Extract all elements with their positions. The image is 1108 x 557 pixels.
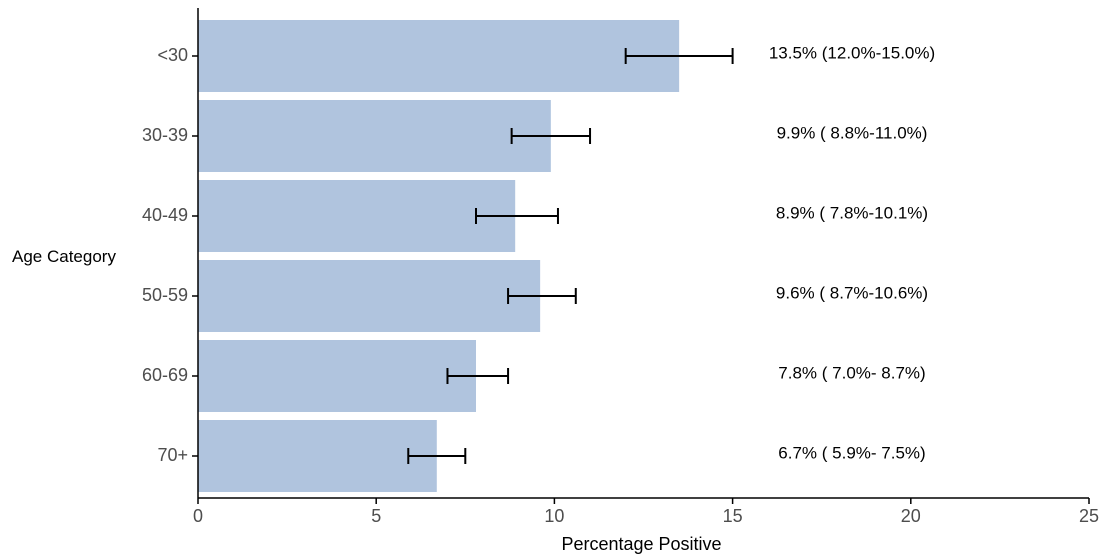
y-tick-label-4: 60-69 <box>142 365 188 385</box>
y-tick-label-3: 50-59 <box>142 285 188 305</box>
y-tick-label-5: 70+ <box>157 445 188 465</box>
y-ticks-layer: <30 30-39 40-49 50-59 60-69 70+ <box>142 45 198 465</box>
data-label-1: 9.9% ( 8.8%-11.0%) <box>777 123 928 142</box>
y-tick-label-2: 40-49 <box>142 205 188 225</box>
data-label-2: 8.9% ( 7.8%-10.1%) <box>776 203 928 222</box>
x-ticks-layer: 0 5 10 15 20 25 <box>193 498 1099 526</box>
errorbar-2 <box>474 208 559 224</box>
y-axis-title: Age Category <box>12 247 116 266</box>
errorbar-4 <box>446 368 510 384</box>
data-label-5: 6.7% ( 5.9%- 7.5%) <box>778 443 925 462</box>
y-tick-label-0: <30 <box>157 45 188 65</box>
bar-4 <box>198 340 476 412</box>
annotations-layer: 13.5% (12.0%-15.0%) 9.9% ( 8.8%-11.0%) 8.9… <box>769 43 935 462</box>
x-tick-label-3: 15 <box>723 506 743 526</box>
errorbar-3 <box>507 288 577 304</box>
bar-5 <box>198 420 437 492</box>
y-tick-label-1: 30-39 <box>142 125 188 145</box>
errorbars-layer <box>407 48 734 464</box>
bars-layer <box>198 20 680 492</box>
bar-1 <box>198 100 551 172</box>
data-label-4: 7.8% ( 7.0%- 8.7%) <box>778 363 925 382</box>
data-label-0: 13.5% (12.0%-15.0%) <box>769 43 935 62</box>
axes-layer <box>197 8 1089 499</box>
errorbar-0 <box>624 48 734 64</box>
x-tick-label-2: 10 <box>544 506 564 526</box>
x-tick-label-1: 5 <box>371 506 381 526</box>
bar-3 <box>198 260 541 332</box>
data-label-3: 9.6% ( 8.7%-10.6%) <box>776 283 928 302</box>
bar-2 <box>198 180 516 252</box>
x-axis-title: Percentage Positive <box>561 534 721 554</box>
x-tick-label-0: 0 <box>193 506 203 526</box>
errorbar-5 <box>407 448 467 464</box>
errorbar-1 <box>510 128 592 144</box>
x-tick-label-4: 20 <box>901 506 921 526</box>
bar-0 <box>198 20 680 92</box>
x-tick-label-5: 25 <box>1079 506 1099 526</box>
